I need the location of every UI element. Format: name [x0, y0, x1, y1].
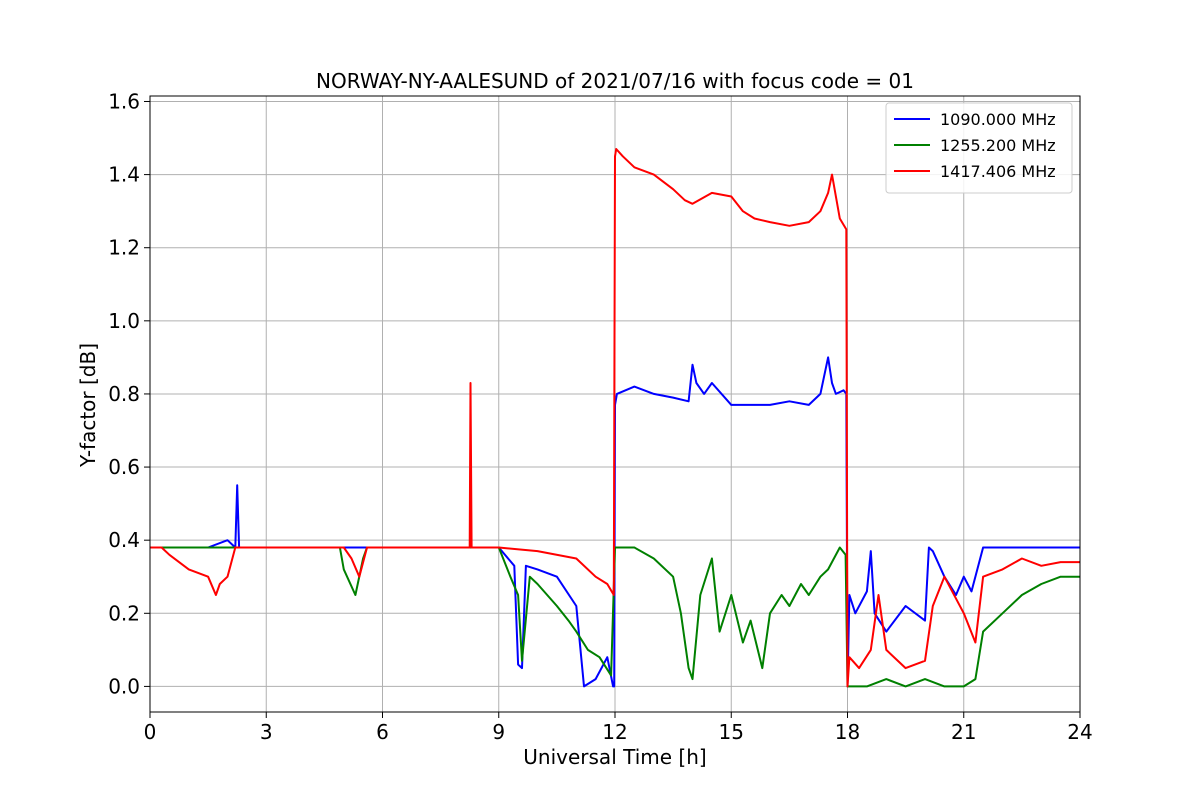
x-tick-label: 21	[951, 720, 976, 744]
y-tick-label: 0.0	[108, 674, 140, 698]
y-tick-label: 0.4	[108, 528, 140, 552]
y-tick-label: 1.0	[108, 309, 140, 333]
legend-box	[885, 102, 1073, 194]
series-layer	[150, 148, 1080, 688]
y-tick-label: 1.2	[108, 236, 140, 260]
x-tick-label: 6	[376, 720, 389, 744]
legend: 1090.000 MHz 1255.200 MHz 1417.406 MHz	[885, 102, 1073, 194]
y-axis-label: Y-factor [dB]	[76, 343, 100, 468]
x-tick-label: 0	[144, 720, 157, 744]
y-tick-label: 0.6	[108, 455, 140, 479]
legend-label: 1090.000 MHz	[940, 110, 1056, 129]
x-tick-label: 3	[260, 720, 273, 744]
y-tick-label: 0.8	[108, 382, 140, 406]
x-tick-label: 9	[492, 720, 505, 744]
series-line	[150, 356, 1080, 688]
legend-label: 1417.406 MHz	[940, 162, 1056, 181]
x-tick-label: 15	[719, 720, 744, 744]
ticks: 0 3 6 9 12 15 18 21 24 0.0 0.2 0.4 0.6 0.8 1.0 1.2 1.4 1.…	[108, 89, 1093, 744]
x-tick-label: 12	[602, 720, 627, 744]
x-axis-label: Universal Time [h]	[523, 745, 706, 769]
x-tick-label: 24	[1067, 720, 1092, 744]
series-group	[150, 148, 1080, 688]
chart-title: NORWAY-NY-AALESUND of 2021/07/16 with fo…	[316, 69, 914, 93]
series-line	[150, 148, 1080, 688]
y-tick-label: 1.4	[108, 163, 140, 187]
y-tick-label: 0.2	[108, 601, 140, 625]
x-tick-label: 18	[835, 720, 860, 744]
legend-label: 1255.200 MHz	[940, 136, 1056, 155]
y-tick-label: 1.6	[108, 89, 140, 113]
